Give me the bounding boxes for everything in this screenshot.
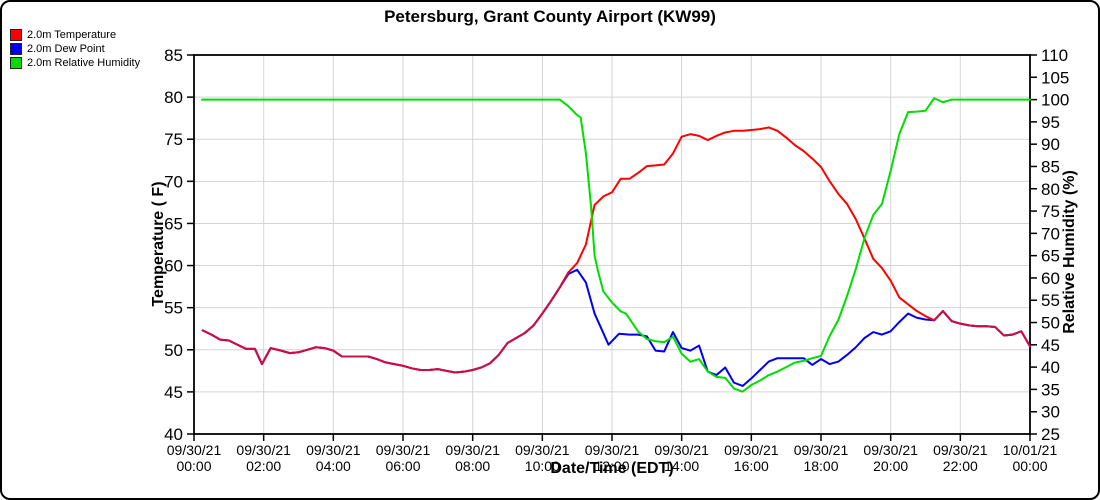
- legend-label: 2.0m Relative Humidity: [27, 56, 141, 69]
- y-tick-label-left: 40: [164, 425, 183, 444]
- y-tick-label-right: 30: [1041, 403, 1060, 422]
- x-tick-label: 16:00: [734, 458, 769, 474]
- temp-dewpoint-overlap-line: [933, 310, 1031, 348]
- x-tick-label: 18:00: [803, 458, 838, 474]
- x-tick-label: 09/30/21: [933, 442, 988, 458]
- y-tick-label-left: 50: [164, 341, 183, 360]
- x-tick-label: 09/30/21: [167, 442, 222, 458]
- x-tick-label: 09/30/21: [306, 442, 361, 458]
- dew-point-swatch-icon: [10, 42, 22, 55]
- x-tick-label: 10:00: [525, 458, 560, 474]
- y-tick-label-right: 105: [1041, 68, 1069, 87]
- legend-item-dew-point: 2.0m Dew Point: [10, 42, 140, 55]
- y-tick-label-right: 40: [1041, 358, 1060, 377]
- y-tick-label-left: 80: [164, 88, 183, 107]
- y-tick-label-right: 100: [1041, 91, 1069, 110]
- x-tick-label: 00:00: [176, 458, 211, 474]
- x-tick-label: 10/01/21: [1003, 442, 1058, 458]
- y-tick-label-right: 65: [1041, 247, 1060, 266]
- x-tick-label: 08:00: [455, 458, 490, 474]
- y-tick-label-right: 25: [1041, 425, 1060, 444]
- y-tick-label-right: 110: [1041, 46, 1068, 65]
- y-tick-label-left: 45: [164, 383, 183, 402]
- x-axis-title: Date/Time (EDT): [550, 460, 674, 477]
- x-tick-label: 20:00: [873, 458, 908, 474]
- legend: 2.0m Temperature 2.0m Dew Point 2.0m Rel…: [10, 28, 140, 70]
- y-tick-label-right: 50: [1041, 314, 1060, 333]
- y-tick-label-left: 75: [164, 130, 183, 149]
- x-tick-label: 09/30/21: [654, 442, 709, 458]
- y-tick-label-left: 65: [164, 214, 183, 233]
- x-tick-label: 09/30/21: [376, 442, 431, 458]
- y-tick-label-right: 80: [1041, 180, 1060, 199]
- x-tick-label: 09/30/21: [236, 442, 291, 458]
- y-axis-title-right: Relative Humidity (%): [1061, 170, 1078, 334]
- y-tick-label-right: 45: [1041, 336, 1060, 355]
- x-tick-label: 09/30/21: [515, 442, 570, 458]
- x-tick-label: 00:00: [1012, 458, 1047, 474]
- x-tick-label: 22:00: [943, 458, 978, 474]
- y-tick-label-right: 75: [1041, 202, 1060, 221]
- y-tick-label-left: 70: [164, 172, 183, 191]
- chart-title: Petersburg, Grant County Airport (KW99): [384, 7, 716, 26]
- x-tick-label: 02:00: [246, 458, 281, 474]
- legend-item-temperature: 2.0m Temperature: [10, 28, 140, 41]
- y-tick-label-right: 85: [1041, 157, 1060, 176]
- y-tick-label-right: 55: [1041, 291, 1060, 310]
- x-tick-label: 09/30/21: [794, 442, 849, 458]
- y-tick-label-left: 85: [164, 46, 183, 65]
- legend-item-relative-humidity: 2.0m Relative Humidity: [10, 56, 140, 69]
- x-tick-label: 14:00: [664, 458, 699, 474]
- x-tick-label: 09/30/21: [724, 442, 779, 458]
- y-tick-label-right: 90: [1041, 135, 1060, 154]
- y-tick-label-left: 60: [164, 257, 183, 276]
- y-tick-label-right: 95: [1041, 113, 1060, 132]
- x-tick-label: 04:00: [316, 458, 351, 474]
- temp-dewpoint-overlap-line: [201, 271, 570, 374]
- x-tick-label: 09/30/21: [585, 442, 640, 458]
- y-tick-label-left: 55: [164, 299, 183, 318]
- x-tick-label: 06:00: [385, 458, 420, 474]
- x-tick-label: 12:00: [594, 458, 629, 474]
- y-tick-label-right: 35: [1041, 380, 1060, 399]
- dew-point-line: [201, 268, 1031, 387]
- relative-humidity-line: [201, 97, 1031, 393]
- x-tick-label: 09/30/21: [863, 442, 918, 458]
- legend-label: 2.0m Dew Point: [27, 42, 105, 55]
- temperature-swatch-icon: [10, 28, 22, 41]
- y-tick-label-right: 70: [1041, 224, 1060, 243]
- y-tick-label-right: 60: [1041, 269, 1060, 288]
- legend-label: 2.0m Temperature: [27, 28, 117, 41]
- relative-humidity-swatch-icon: [10, 56, 22, 69]
- x-tick-label: 09/30/21: [445, 442, 500, 458]
- y-axis-title-left: Temperature ( F): [150, 181, 167, 307]
